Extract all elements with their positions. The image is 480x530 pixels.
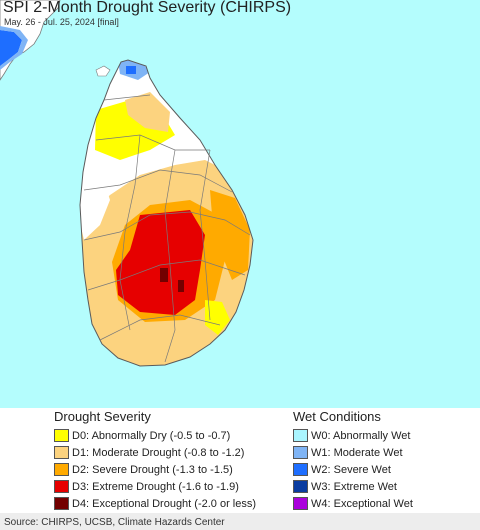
d0-area-south	[205, 300, 230, 335]
legend-label: W1: Moderate Wet	[311, 446, 403, 459]
legend: Drought Severity D0: Abnormally Dry (-0.…	[0, 408, 480, 513]
map-title: SPI 2-Month Drought Severity (CHIRPS)	[3, 0, 292, 16]
legend-swatch	[54, 463, 69, 476]
legend-item-d1: D1: Moderate Drought (-0.8 to -1.2)	[54, 444, 256, 461]
d2-area-east	[210, 190, 250, 280]
d4-spot	[178, 280, 184, 292]
legend-item-w2: W2: Severe Wet	[293, 461, 413, 478]
wet-north-core	[126, 66, 136, 74]
legend-swatch	[293, 429, 308, 442]
legend-item-w3: W3: Extreme Wet	[293, 478, 413, 495]
legend-swatch	[54, 497, 69, 510]
ocean	[0, 0, 480, 408]
legend-swatch	[293, 497, 308, 510]
legend-item-d2: D2: Severe Drought (-1.3 to -1.5)	[54, 461, 256, 478]
india-wet-area	[0, 30, 22, 66]
drought-map	[0, 0, 480, 408]
drought-legend: Drought Severity D0: Abnormally Dry (-0.…	[54, 408, 256, 512]
source-footer: Source: CHIRPS, UCSB, Climate Hazards Ce…	[0, 513, 480, 530]
legend-label: D0: Abnormally Dry (-0.5 to -0.7)	[72, 429, 231, 442]
legend-label: D1: Moderate Drought (-0.8 to -1.2)	[72, 446, 245, 459]
drought-legend-heading: Drought Severity	[54, 409, 151, 424]
legend-swatch	[293, 480, 308, 493]
legend-label: W2: Severe Wet	[311, 463, 391, 476]
legend-label: D4: Exceptional Drought (-2.0 or less)	[72, 497, 257, 510]
legend-item-d3: D3: Extreme Drought (-1.6 to -1.9)	[54, 478, 256, 495]
india-wet-fringe	[0, 26, 28, 70]
legend-label: W3: Extreme Wet	[311, 480, 397, 493]
legend-swatch	[54, 480, 69, 493]
jaffna-islands	[95, 65, 111, 77]
legend-swatch	[54, 446, 69, 459]
d1-area-north	[125, 92, 170, 132]
legend-item-w0: W0: Abnormally Wet	[293, 427, 413, 444]
legend-item-w4: W4: Exceptional Wet	[293, 495, 413, 512]
wet-legend-heading: Wet Conditions	[293, 409, 381, 424]
legend-label: W0: Abnormally Wet	[311, 429, 411, 442]
wet-legend: Wet Conditions W0: Abnormally Wet W1: Mo…	[293, 408, 413, 512]
legend-swatch	[293, 463, 308, 476]
d4-spot	[160, 268, 168, 282]
legend-item-d0: D0: Abnormally Dry (-0.5 to -0.7)	[54, 427, 256, 444]
legend-label: W4: Exceptional Wet	[311, 497, 413, 510]
legend-label: D2: Severe Drought (-1.3 to -1.5)	[72, 463, 233, 476]
india-landmass	[0, 0, 61, 81]
district-boundaries	[79, 59, 254, 367]
map-date-range: May. 26 - Jul. 25, 2024 [final]	[4, 17, 119, 27]
legend-item-w1: W1: Moderate Wet	[293, 444, 413, 461]
legend-label: D3: Extreme Drought (-1.6 to -1.9)	[72, 480, 239, 493]
legend-swatch	[293, 446, 308, 459]
no-drought-west	[80, 175, 110, 240]
legend-item-d4: D4: Exceptional Drought (-2.0 or less)	[54, 495, 256, 512]
legend-swatch	[54, 429, 69, 442]
